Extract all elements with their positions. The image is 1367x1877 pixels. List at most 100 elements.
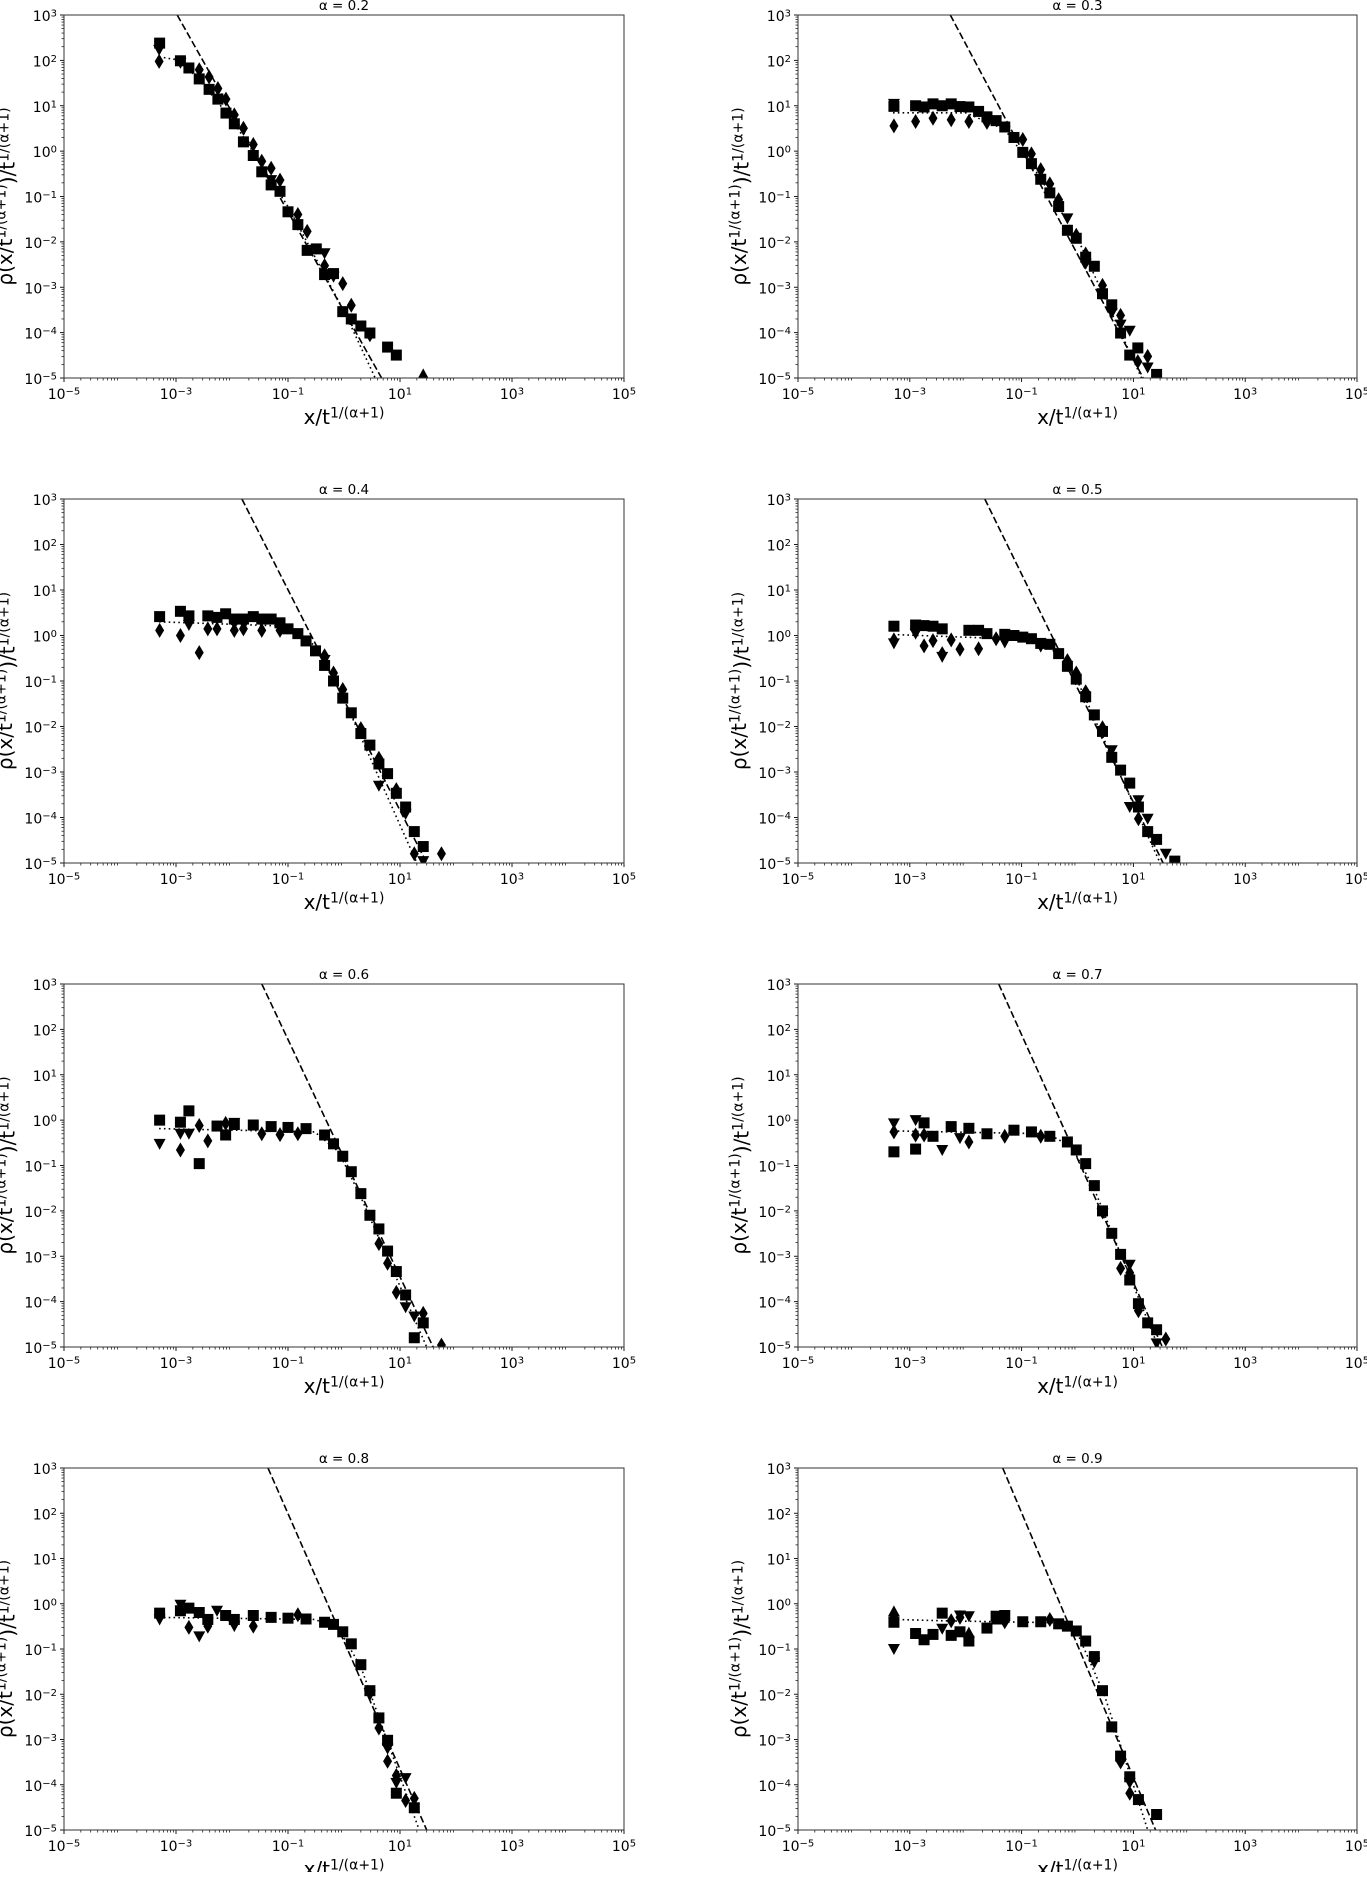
text-run: x/t <box>304 405 331 429</box>
square-marker <box>1124 777 1136 789</box>
diamond-marker <box>257 153 267 169</box>
diamond-marker <box>409 846 419 862</box>
superscript: −1 <box>776 1643 791 1654</box>
text-run: 10 <box>612 1839 630 1855</box>
superscript: 1 <box>1139 387 1145 398</box>
y-tick-label: 103 <box>33 493 57 510</box>
y-tick-label: 10−1 <box>24 1159 57 1176</box>
text-run: 10 <box>767 100 785 116</box>
diamond-marker <box>1125 1785 1135 1801</box>
text-run: 10 <box>33 100 51 116</box>
triangle-down-marker <box>1123 1777 1136 1789</box>
diamond-marker <box>919 1127 929 1143</box>
square-marker <box>183 1602 195 1614</box>
square-marker <box>247 1119 259 1131</box>
text-run: 10 <box>500 1839 518 1855</box>
y-tick-label: 10−2 <box>758 720 791 737</box>
square-marker <box>936 623 948 635</box>
square-marker <box>265 1611 277 1623</box>
diamond-marker <box>964 1134 974 1150</box>
x-tick-label: 10−1 <box>1005 387 1038 404</box>
subplot-1: 10−5 10−3 10−1 101 103 10510−510−410−310−210−… <box>0 0 636 429</box>
superscript: 3 <box>518 1839 524 1850</box>
text-run: 10 <box>758 675 776 691</box>
y-tick-label: 10−3 <box>24 1250 57 1267</box>
superscript: 3 <box>785 978 791 989</box>
y-tick-label: 10−1 <box>24 675 57 692</box>
text-run: 10 <box>758 857 776 873</box>
text-run: 10 <box>1233 1839 1251 1855</box>
diamond-marker <box>155 622 165 638</box>
text-run: 10 <box>388 872 406 888</box>
plot-area <box>887 499 1181 863</box>
superscript: −1 <box>1023 387 1038 398</box>
superscript: 5 <box>630 872 636 883</box>
text-run: 10 <box>767 9 785 25</box>
superscript: 1/(α+1) <box>330 406 384 422</box>
x-axis-label: x/t1/(α+1) <box>304 1857 385 1872</box>
text-run: x/t <box>1037 1857 1064 1872</box>
square-marker <box>300 635 312 647</box>
x-tick-label: 10−3 <box>894 872 927 889</box>
square-marker <box>918 620 930 632</box>
diamond-marker <box>275 1127 285 1143</box>
square-marker <box>282 206 294 218</box>
x-tick-label: 101 <box>1121 872 1145 889</box>
dashed-line <box>997 984 1164 1347</box>
dotted-line <box>892 1130 1160 1347</box>
square-marker <box>408 1332 420 1344</box>
text-run: 10 <box>767 978 785 994</box>
triangle-down-marker <box>182 620 195 632</box>
superscript: −1 <box>1023 1356 1038 1367</box>
diamond-marker <box>203 621 213 637</box>
superscript: −3 <box>178 387 193 398</box>
triangle-down-marker <box>962 1611 975 1623</box>
diamond-marker <box>293 1607 303 1623</box>
superscript: 1/(α+1) <box>0 184 10 238</box>
x-tick-label: 10−1 <box>272 387 305 404</box>
superscript: −4 <box>776 1295 791 1306</box>
triangle-down-marker <box>1034 641 1047 653</box>
triangle-down-marker <box>390 1777 403 1789</box>
x-tick-label: 10−1 <box>272 1356 305 1373</box>
square-marker <box>918 1117 930 1129</box>
superscript: −2 <box>776 1204 791 1215</box>
axes-frame <box>797 983 1358 1348</box>
square-marker <box>355 320 367 332</box>
superscript: 5 <box>630 387 636 398</box>
text-run: 10 <box>24 1824 42 1840</box>
y-tick-label: 10−5 <box>24 1824 57 1841</box>
triangle-down-marker <box>1150 1338 1163 1347</box>
superscript: 1/(α+1) <box>330 891 384 907</box>
subplot-title: α = 0.9 <box>1052 1451 1102 1467</box>
y-tick-label: 103 <box>767 1462 791 1479</box>
square-marker <box>954 101 966 113</box>
square-marker <box>408 826 420 838</box>
triangle-down-marker <box>1141 362 1154 374</box>
text-run: x/t <box>304 890 331 914</box>
square-marker <box>193 1607 205 1619</box>
y-tick-label: 100 <box>33 145 57 162</box>
diamond-marker <box>928 633 938 649</box>
x-tick-label: 10−3 <box>894 1356 927 1373</box>
diamond-marker <box>374 750 384 766</box>
text-run: 10 <box>24 1205 42 1221</box>
diamond-marker <box>1133 1303 1143 1319</box>
subplot-7: 10−5 10−3 10−1 101 103 10510−510−410−310−210−… <box>0 1451 636 1877</box>
triangle-down-marker <box>228 1621 241 1633</box>
superscript: 2 <box>51 54 57 65</box>
superscript: −5 <box>800 1839 815 1850</box>
diamond-marker <box>338 276 348 292</box>
superscript: 1 <box>406 387 412 398</box>
text-run: 10 <box>782 872 800 888</box>
square-marker <box>963 101 975 113</box>
text-run: )/t <box>0 162 20 185</box>
text-run: 10 <box>767 1069 785 1085</box>
diamond-marker <box>1116 1260 1126 1276</box>
superscript: −1 <box>42 1643 57 1654</box>
dotted-line <box>892 633 1161 863</box>
square-marker <box>888 1146 900 1158</box>
axes-frame <box>63 498 625 864</box>
x-tick-label: 10−3 <box>160 387 193 404</box>
superscript: −2 <box>42 720 57 731</box>
